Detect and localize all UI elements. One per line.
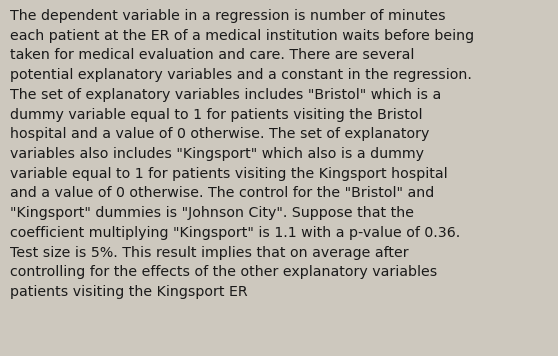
Text: The dependent variable in a regression is number of minutes
each patient at the : The dependent variable in a regression i… bbox=[10, 9, 474, 299]
